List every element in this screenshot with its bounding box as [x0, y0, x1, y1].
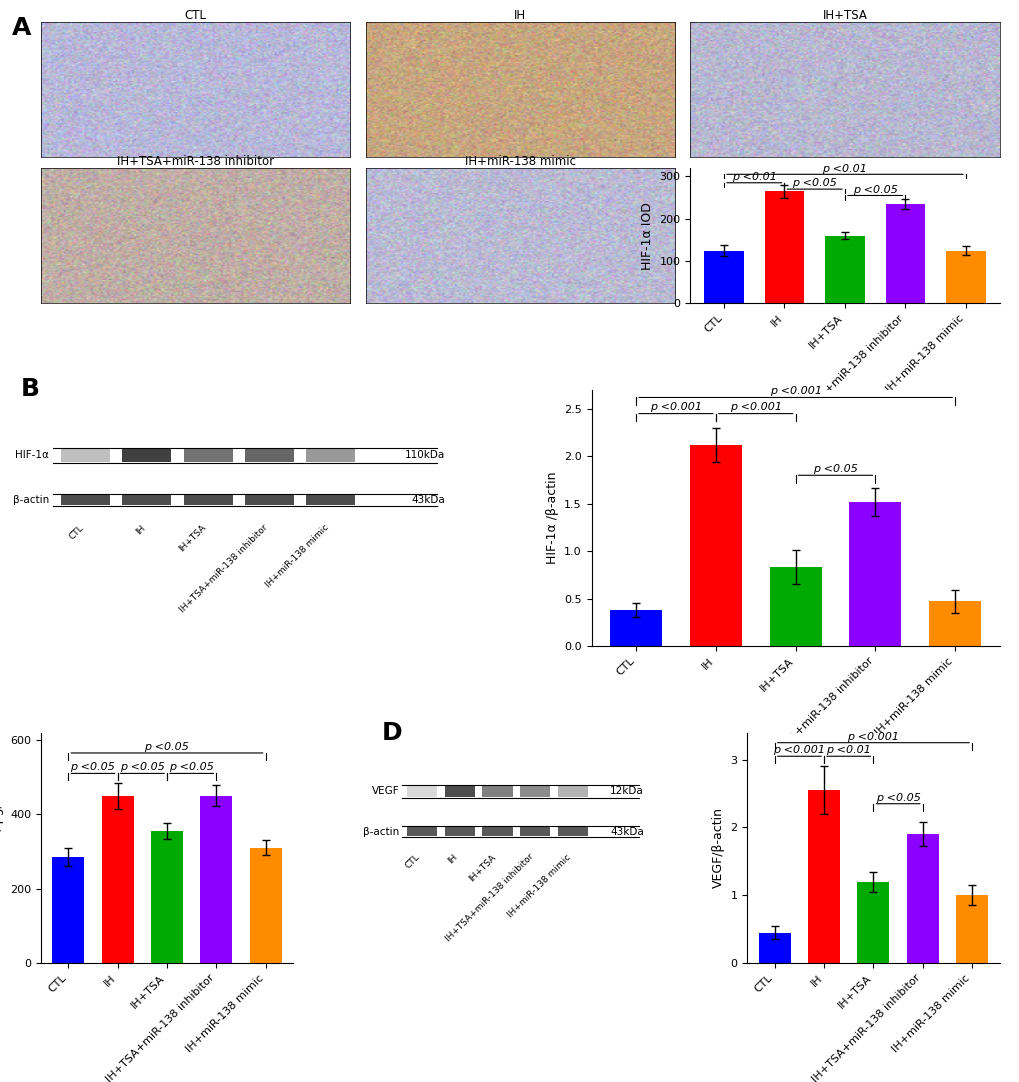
Bar	[849, 502, 901, 646]
Title: IH+miR-138 mimic: IH+miR-138 mimic	[465, 155, 575, 168]
Bar	[245, 494, 293, 505]
Text: p <0.001: p <0.001	[649, 403, 701, 412]
Y-axis label: HIF-1α IOD: HIF-1α IOD	[640, 201, 653, 269]
Bar	[824, 236, 864, 303]
Text: β-actin: β-actin	[363, 827, 398, 836]
Bar	[946, 251, 984, 303]
Text: p <0.001: p <0.001	[769, 386, 820, 396]
Title: IH+TSA+miR-138 inhibitor: IH+TSA+miR-138 inhibitor	[117, 155, 274, 168]
Bar	[758, 933, 790, 963]
Bar	[444, 786, 474, 797]
Text: p <0.05: p <0.05	[120, 762, 165, 773]
Bar	[444, 827, 474, 836]
Bar	[250, 848, 281, 963]
Text: B: B	[20, 378, 40, 401]
Bar	[306, 449, 355, 462]
Text: IH+TSA: IH+TSA	[177, 523, 208, 554]
Y-axis label: VEGF/β-actin: VEGF/β-actin	[711, 807, 725, 888]
Bar	[520, 827, 550, 836]
Bar	[557, 827, 588, 836]
Bar	[482, 827, 513, 836]
Text: IH+miR-138 mimic: IH+miR-138 mimic	[264, 523, 330, 590]
Bar	[245, 449, 293, 462]
Text: CTL: CTL	[67, 523, 86, 541]
Bar	[122, 449, 171, 462]
Bar	[764, 192, 803, 303]
Text: IH: IH	[446, 853, 460, 866]
Bar	[906, 834, 937, 963]
Text: 110kDa: 110kDa	[405, 450, 444, 460]
Text: IH+miR-138 mimic: IH+miR-138 mimic	[506, 853, 573, 919]
Text: 43kDa: 43kDa	[411, 496, 444, 505]
Bar	[61, 494, 110, 505]
Text: IH+TSA: IH+TSA	[467, 853, 497, 883]
Text: p <0.001: p <0.001	[847, 731, 899, 741]
Text: p <0.01: p <0.01	[821, 163, 866, 173]
Bar	[928, 602, 980, 646]
Bar	[183, 494, 232, 505]
Bar	[689, 445, 741, 646]
Bar	[884, 203, 924, 303]
Text: p <0.001: p <0.001	[729, 403, 781, 412]
Text: IH+TSA+miR-138 inhibitor: IH+TSA+miR-138 inhibitor	[443, 853, 535, 944]
Bar	[151, 831, 182, 963]
Bar	[306, 494, 355, 505]
Text: p <0.05: p <0.05	[145, 742, 190, 752]
Bar	[955, 895, 987, 963]
Title: IH+TSA: IH+TSA	[821, 9, 866, 22]
Title: IH: IH	[514, 9, 526, 22]
Text: HIF-1α: HIF-1α	[15, 450, 49, 460]
Y-axis label: serum VEGF, pg/ml: serum VEGF, pg/ml	[0, 788, 4, 908]
Text: A: A	[12, 16, 32, 40]
Bar	[61, 449, 110, 462]
Bar	[122, 494, 171, 505]
Bar	[407, 786, 436, 797]
Bar	[183, 449, 232, 462]
Text: p <0.05: p <0.05	[792, 179, 837, 188]
Text: p <0.01: p <0.01	[825, 745, 870, 755]
Text: p <0.05: p <0.05	[70, 762, 115, 773]
Bar	[704, 251, 743, 303]
Text: IH: IH	[133, 523, 147, 536]
Text: p <0.05: p <0.05	[812, 464, 857, 474]
Bar	[769, 567, 820, 646]
Bar	[200, 795, 232, 963]
Bar	[557, 786, 588, 797]
Text: VEGF: VEGF	[371, 787, 398, 796]
Text: 12kDa: 12kDa	[609, 787, 643, 796]
Bar	[807, 790, 840, 963]
Text: p <0.05: p <0.05	[169, 762, 214, 773]
Bar	[520, 786, 550, 797]
Bar	[857, 882, 889, 963]
Text: IH+TSA+miR-138 inhibitor: IH+TSA+miR-138 inhibitor	[177, 523, 269, 615]
Bar	[609, 610, 661, 646]
Text: p <0.001: p <0.001	[772, 745, 824, 755]
Bar	[482, 786, 513, 797]
Text: β-actin: β-actin	[12, 496, 49, 505]
Text: D: D	[381, 721, 401, 745]
Bar	[407, 827, 436, 836]
Text: p <0.01: p <0.01	[731, 172, 775, 182]
Bar	[52, 857, 85, 963]
Title: CTL: CTL	[184, 9, 206, 22]
Text: 43kDa: 43kDa	[609, 827, 643, 836]
Text: p <0.05: p <0.05	[874, 792, 919, 803]
Bar	[102, 795, 133, 963]
Text: CTL: CTL	[404, 853, 422, 871]
Text: p <0.05: p <0.05	[852, 185, 897, 195]
Y-axis label: HIF-1α /β-actin: HIF-1α /β-actin	[545, 472, 558, 564]
